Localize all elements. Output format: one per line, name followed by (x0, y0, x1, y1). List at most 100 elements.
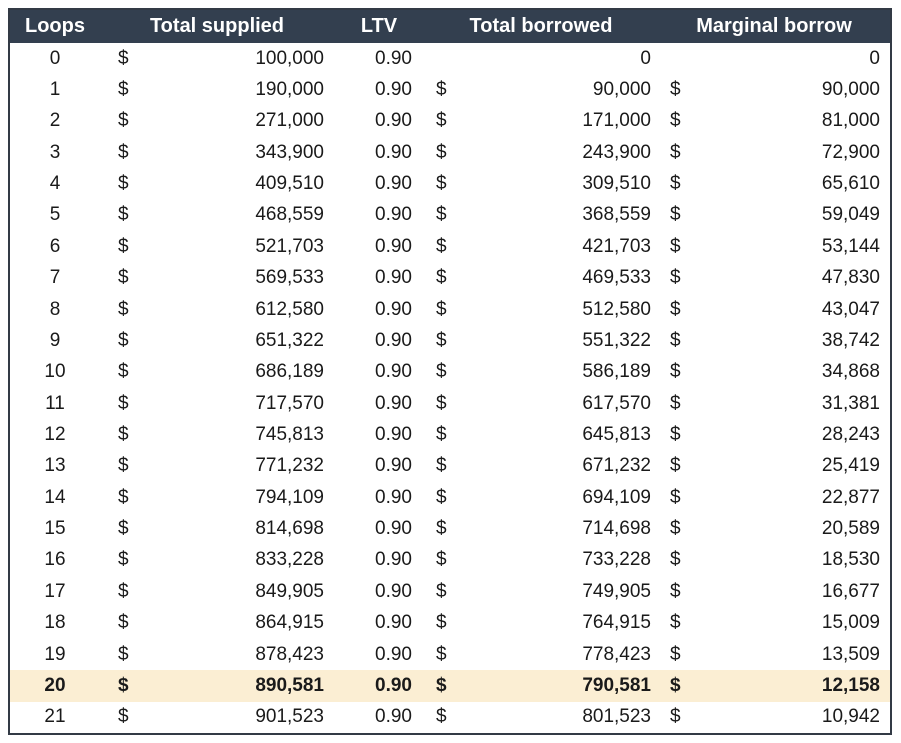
dollar-sign: $ (118, 518, 129, 540)
table-row: 15 $814,698 0.90 $714,698 $20,589 (10, 513, 890, 544)
cell-value: 617,570 (582, 392, 651, 414)
cell-value: 343,900 (255, 141, 324, 163)
cell-ltv: 0.90 (375, 173, 412, 195)
cell-marginal-borrow: $72,900 (658, 137, 890, 168)
cell-total-borrowed: $586,189 (424, 357, 658, 388)
dollar-sign: $ (118, 455, 129, 477)
cell-ltv: 0.90 (375, 204, 412, 226)
cell-value: 790,581 (582, 674, 651, 696)
dollar-sign: $ (670, 612, 681, 634)
table-row: 7 $569,533 0.90 $469,533 $47,830 (10, 263, 890, 294)
cell-value: 612,580 (255, 298, 324, 320)
cell-total-borrowed: $512,580 (424, 294, 658, 325)
cell-value: 521,703 (255, 235, 324, 257)
dollar-sign: $ (670, 643, 681, 665)
cell-total-borrowed: $671,232 (424, 451, 658, 482)
cell-total-supplied: $901,523 (100, 702, 334, 733)
cell-marginal-borrow: $90,000 (658, 74, 890, 105)
dollar-sign: $ (436, 392, 447, 414)
dollar-sign: $ (118, 79, 129, 101)
cell-value: 271,000 (255, 110, 324, 132)
cell-total-borrowed: $617,570 (424, 388, 658, 419)
cell-marginal-borrow: $43,047 (658, 294, 890, 325)
cell-value: 0 (640, 47, 651, 69)
cell-total-supplied: $771,232 (100, 451, 334, 482)
cell-ltv: 0.90 (375, 79, 412, 101)
cell-value: 771,232 (255, 455, 324, 477)
cell-loops: 16 (44, 549, 66, 571)
dollar-sign: $ (670, 580, 681, 602)
table-row: 1 $190,000 0.90 $90,000 $90,000 (10, 74, 890, 105)
cell-ltv: 0.90 (375, 612, 412, 634)
cell-ltv: 0.90 (375, 706, 412, 728)
cell-ltv: 0.90 (375, 643, 412, 665)
cell-value: 671,232 (582, 455, 651, 477)
dollar-sign: $ (118, 486, 129, 508)
cell-total-borrowed: 0 (424, 43, 658, 74)
cell-loops: 0 (49, 47, 61, 69)
cell-value: 22,877 (821, 486, 880, 508)
cell-marginal-borrow: $59,049 (658, 200, 890, 231)
table-row: 21 $901,523 0.90 $801,523 $10,942 (10, 702, 890, 733)
dollar-sign: $ (436, 110, 447, 132)
cell-marginal-borrow: $18,530 (658, 545, 890, 576)
cell-value: 72,900 (821, 141, 880, 163)
cell-ltv: 0.90 (375, 486, 412, 508)
dollar-sign: $ (118, 674, 129, 696)
dollar-sign: $ (118, 47, 129, 69)
cell-marginal-borrow: $81,000 (658, 106, 890, 137)
dollar-sign: $ (436, 79, 447, 101)
dollar-sign: $ (118, 392, 129, 414)
cell-total-borrowed: $171,000 (424, 106, 658, 137)
dollar-sign: $ (436, 204, 447, 226)
dollar-sign: $ (670, 235, 681, 257)
cell-value: 90,000 (592, 79, 651, 101)
table-body: 0 $100,000 0.90 0 0 1 $190,000 0.90 $90,… (10, 43, 890, 733)
cell-loops: 5 (49, 204, 61, 226)
dollar-sign: $ (670, 706, 681, 728)
cell-total-supplied: $878,423 (100, 639, 334, 670)
cell-total-borrowed: $749,905 (424, 576, 658, 607)
cell-ltv: 0.90 (375, 455, 412, 477)
cell-ltv: 0.90 (375, 549, 412, 571)
cell-value: 16,677 (821, 580, 880, 602)
cell-value: 764,915 (582, 612, 651, 634)
cell-marginal-borrow: $12,158 (658, 670, 890, 701)
cell-value: 10,942 (821, 706, 880, 728)
dollar-sign: $ (118, 298, 129, 320)
cell-loops: 10 (44, 361, 66, 383)
cell-value: 15,009 (821, 612, 880, 634)
dollar-sign: $ (118, 141, 129, 163)
cell-ltv: 0.90 (375, 518, 412, 540)
dollar-sign: $ (118, 549, 129, 571)
dollar-sign: $ (436, 141, 447, 163)
cell-loops: 1 (49, 79, 61, 101)
cell-value: 28,243 (821, 423, 880, 445)
dollar-sign: $ (118, 110, 129, 132)
dollar-sign: $ (436, 361, 447, 383)
dollar-sign: $ (436, 580, 447, 602)
cell-value: 890,581 (255, 674, 324, 696)
cell-total-supplied: $612,580 (100, 294, 334, 325)
cell-total-supplied: $849,905 (100, 576, 334, 607)
cell-marginal-borrow: $25,419 (658, 451, 890, 482)
cell-value: 901,523 (255, 706, 324, 728)
dollar-sign: $ (436, 486, 447, 508)
cell-value: 59,049 (821, 204, 880, 226)
column-header-loops: Loops (25, 15, 85, 37)
cell-value: 171,000 (582, 110, 651, 132)
cell-value: 31,381 (821, 392, 880, 414)
cell-value: 90,000 (821, 79, 880, 101)
cell-value: 18,530 (821, 549, 880, 571)
cell-loops: 2 (49, 110, 61, 132)
table-row: 13 $771,232 0.90 $671,232 $25,419 (10, 451, 890, 482)
cell-loops: 7 (49, 267, 61, 289)
cell-value: 12,158 (821, 674, 880, 696)
cell-value: 686,189 (255, 361, 324, 383)
table-row: 19 $878,423 0.90 $778,423 $13,509 (10, 639, 890, 670)
cell-ltv: 0.90 (375, 298, 412, 320)
cell-value: 801,523 (582, 706, 651, 728)
dollar-sign: $ (670, 141, 681, 163)
dollar-sign: $ (670, 79, 681, 101)
cell-ltv: 0.90 (375, 361, 412, 383)
